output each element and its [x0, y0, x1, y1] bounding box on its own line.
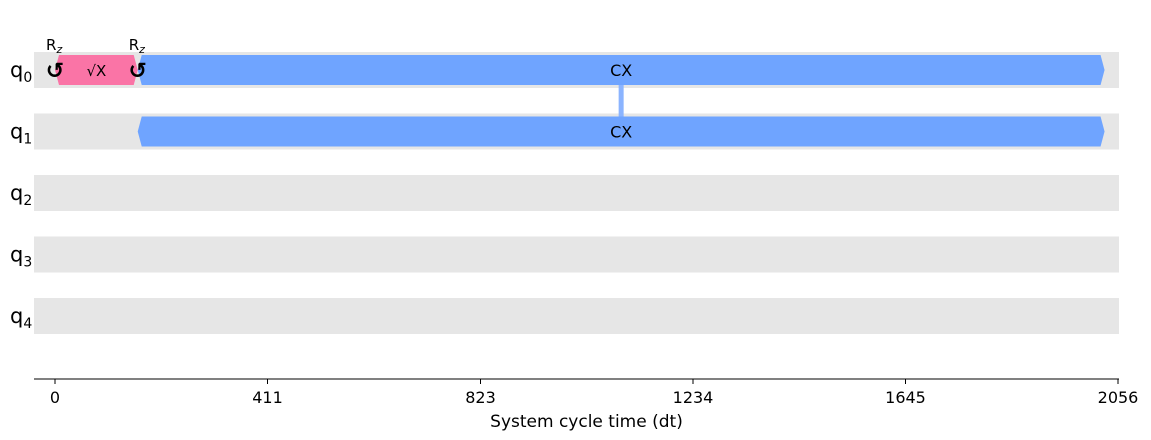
qubit-label-index: 3: [23, 255, 32, 271]
gates: √X CX CX: [55, 55, 1105, 147]
gate-links: [618, 70, 624, 132]
qubit-label-index: 1: [23, 132, 32, 148]
qubit-label: q1: [10, 120, 32, 148]
qubit-label: q2: [10, 181, 32, 209]
qubit-label: q4: [10, 304, 32, 332]
rz-label-sub: z: [55, 43, 62, 56]
gate-label: CX: [610, 123, 632, 142]
rz-label-sub: z: [138, 43, 145, 56]
qubit-track: [34, 298, 1119, 334]
qubit-label-name: q: [10, 243, 23, 267]
qubit-label-name: q: [10, 120, 23, 144]
x-tick-label: 1234: [673, 388, 714, 407]
x-tick-label: 0: [50, 388, 60, 407]
qubit-label-index: 2: [23, 193, 32, 209]
rz-label: Rz: [129, 36, 145, 56]
time-axis: 0 411 823 1234 1645 2056 System cycle time (d…: [34, 378, 1138, 432]
cx-gate: [137, 116, 1105, 147]
qubit-label-name: q: [10, 58, 23, 82]
qubit-label-index: 4: [23, 316, 32, 332]
x-tick-label: 2056: [1098, 388, 1139, 407]
frame-changes: ↺ Rz ↺ Rz: [46, 36, 147, 84]
rz-rotation-icon: ↺: [129, 59, 147, 84]
rz-label: Rz: [46, 36, 62, 56]
gate-label: √X: [86, 62, 106, 80]
rz-label-name: R: [46, 36, 56, 54]
x-tick-label: 411: [252, 388, 283, 407]
x-tick-label: 1645: [885, 388, 926, 407]
qubit-track: [34, 236, 1119, 273]
gate-label: CX: [610, 61, 632, 80]
x-axis-title: System cycle time (dt): [490, 412, 683, 432]
qubit-tracks: [34, 52, 1119, 334]
qubit-label-name: q: [10, 304, 23, 328]
qubit-track: [34, 175, 1119, 211]
rz-label-name: R: [129, 36, 139, 54]
qubit-label: q0: [10, 58, 32, 86]
sx-gate: [55, 55, 138, 85]
qubit-label-index: 0: [23, 70, 32, 86]
x-axis-ticks: 0 411 823 1234 1645 2056: [50, 379, 1138, 407]
x-tick-label: 823: [465, 388, 496, 407]
cx-gate: [137, 55, 1105, 85]
qubit-label-name: q: [10, 181, 23, 205]
cx-link-line: [618, 70, 624, 132]
qubit-label: q3: [10, 243, 32, 271]
rz-rotation-icon: ↺: [46, 59, 64, 84]
